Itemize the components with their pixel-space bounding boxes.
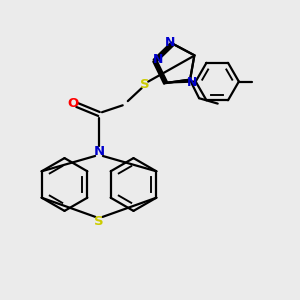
Text: N: N	[93, 145, 105, 158]
Text: N: N	[153, 53, 163, 66]
Text: O: O	[67, 97, 78, 110]
Text: N: N	[165, 36, 175, 49]
Text: S: S	[140, 78, 149, 91]
Text: N: N	[186, 76, 197, 88]
Text: S: S	[94, 215, 104, 228]
